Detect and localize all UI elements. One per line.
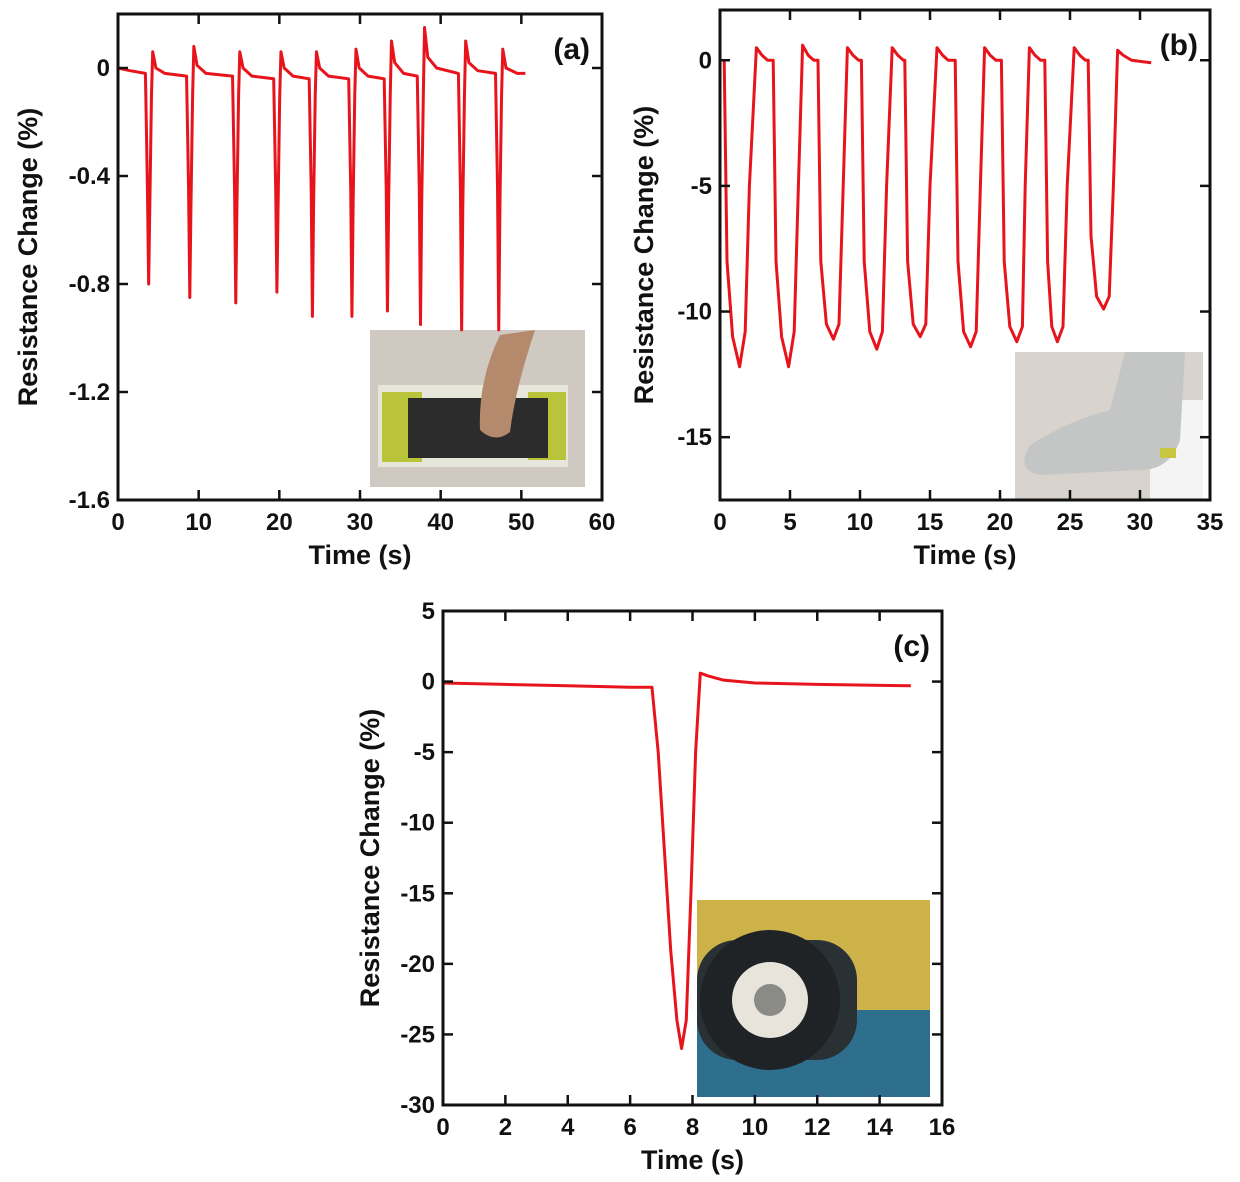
x-tick-label: 12 — [804, 1114, 831, 1141]
y-tick-label: -1.2 — [69, 379, 110, 406]
y-tick-label: 0 — [699, 47, 712, 74]
x-tick-label: 60 — [589, 509, 616, 536]
y-tick-label: 0 — [97, 55, 110, 82]
data-line — [117, 26, 526, 332]
y-axis-label: Resistance Change (%) — [355, 709, 385, 1008]
y-axis-label: Resistance Change (%) — [629, 106, 659, 405]
x-axis-label: Time (s) — [913, 540, 1016, 570]
y-tick-label: 5 — [422, 598, 435, 625]
x-tick-label: 10 — [847, 509, 874, 536]
x-tick-label: 5 — [783, 509, 796, 536]
x-tick-label: 4 — [561, 1114, 575, 1141]
x-tick-label: 50 — [508, 509, 535, 536]
data-line — [442, 671, 911, 1051]
y-tick-label: -15 — [677, 424, 712, 451]
x-tick-label: 20 — [987, 509, 1014, 536]
y-tick-label: -0.4 — [69, 163, 111, 190]
y-tick-label: -15 — [400, 880, 435, 907]
data-line — [722, 43, 1152, 369]
panel-label: (a) — [553, 33, 590, 66]
plot-frame — [718, 8, 1212, 502]
x-tick-label: 20 — [266, 509, 293, 536]
x-tick-label: 8 — [686, 1114, 699, 1141]
y-tick-label: -25 — [400, 1021, 435, 1048]
y-tick-label: -20 — [400, 951, 435, 978]
y-tick-label: -1.6 — [69, 487, 110, 514]
x-tick-label: 30 — [347, 509, 374, 536]
x-tick-label: 40 — [427, 509, 454, 536]
inset-photo-a — [370, 330, 585, 487]
x-tick-label: 35 — [1197, 509, 1224, 536]
panel-label: (b) — [1160, 29, 1198, 62]
y-tick-label: -10 — [677, 299, 712, 326]
x-axis-label: Time (s) — [308, 540, 411, 570]
y-tick-label: 0 — [422, 669, 435, 696]
x-tick-label: 14 — [866, 1114, 893, 1141]
y-tick-label: -30 — [400, 1092, 435, 1119]
inset-photo-c — [697, 900, 930, 1097]
y-tick-label: -5 — [414, 739, 435, 766]
x-tick-label: 25 — [1057, 509, 1084, 536]
x-axis-label: Time (s) — [641, 1145, 744, 1175]
x-tick-label: 10 — [742, 1114, 769, 1141]
x-tick-label: 2 — [499, 1114, 512, 1141]
x-tick-label: 16 — [929, 1114, 956, 1141]
y-tick-label: -5 — [691, 173, 712, 200]
x-tick-label: 15 — [917, 509, 944, 536]
x-tick-label: 10 — [185, 509, 212, 536]
x-tick-label: 6 — [623, 1114, 636, 1141]
x-tick-label: 0 — [713, 509, 726, 536]
x-tick-label: 30 — [1127, 509, 1154, 536]
panel-label: (c) — [893, 630, 930, 663]
y-tick-label: -10 — [400, 810, 435, 837]
x-tick-label: 0 — [111, 509, 124, 536]
y-tick-label: -0.8 — [69, 271, 110, 298]
chart-panel: 0 10 20 30 40 50 60 0 -0.4 -0.8 -1.2 -1.6 Time (s) Re… — [13, 12, 616, 570]
y-axis-label: Resistance Change (%) — [13, 108, 43, 407]
x-tick-label: 0 — [436, 1114, 449, 1141]
chart-panel: 0 5 10 15 20 25 30 35 0 -5 -10 -15 Time (s) Resistanc… — [629, 8, 1224, 570]
inset-photo-b — [1015, 352, 1203, 500]
chart-panel: 0 2 4 6 8 10 12 14 16 5 0 -5 -10 -15 -20 -25 -30 Time (s)… — [355, 598, 955, 1175]
